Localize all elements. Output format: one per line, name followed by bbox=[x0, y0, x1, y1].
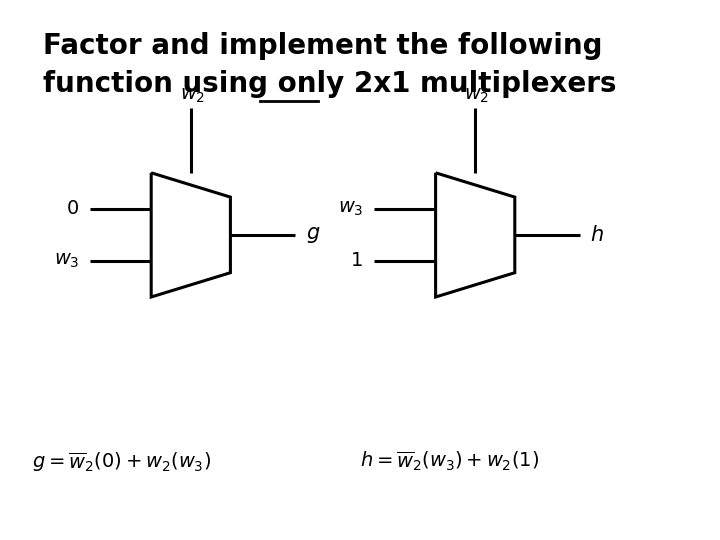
Text: 0: 0 bbox=[67, 199, 79, 219]
Text: $w_3$: $w_3$ bbox=[338, 199, 364, 219]
Text: Factor and implement the following: Factor and implement the following bbox=[43, 32, 603, 60]
Text: $h = \overline{w}_2(w_3) + w_2(1)$: $h = \overline{w}_2(w_3) + w_2(1)$ bbox=[360, 450, 539, 473]
Text: $h$: $h$ bbox=[590, 225, 604, 245]
Text: 1: 1 bbox=[351, 251, 364, 271]
Text: $w_3$: $w_3$ bbox=[54, 251, 79, 271]
Text: $g = \overline{w}_2(0) + w_2(w_3)$: $g = \overline{w}_2(0) + w_2(w_3)$ bbox=[32, 450, 212, 474]
Text: $g$: $g$ bbox=[306, 225, 320, 245]
Text: function using only 2x1 multiplexers: function using only 2x1 multiplexers bbox=[43, 70, 617, 98]
Text: $w_2$: $w_2$ bbox=[464, 86, 490, 105]
Text: $w_2$: $w_2$ bbox=[180, 86, 205, 105]
